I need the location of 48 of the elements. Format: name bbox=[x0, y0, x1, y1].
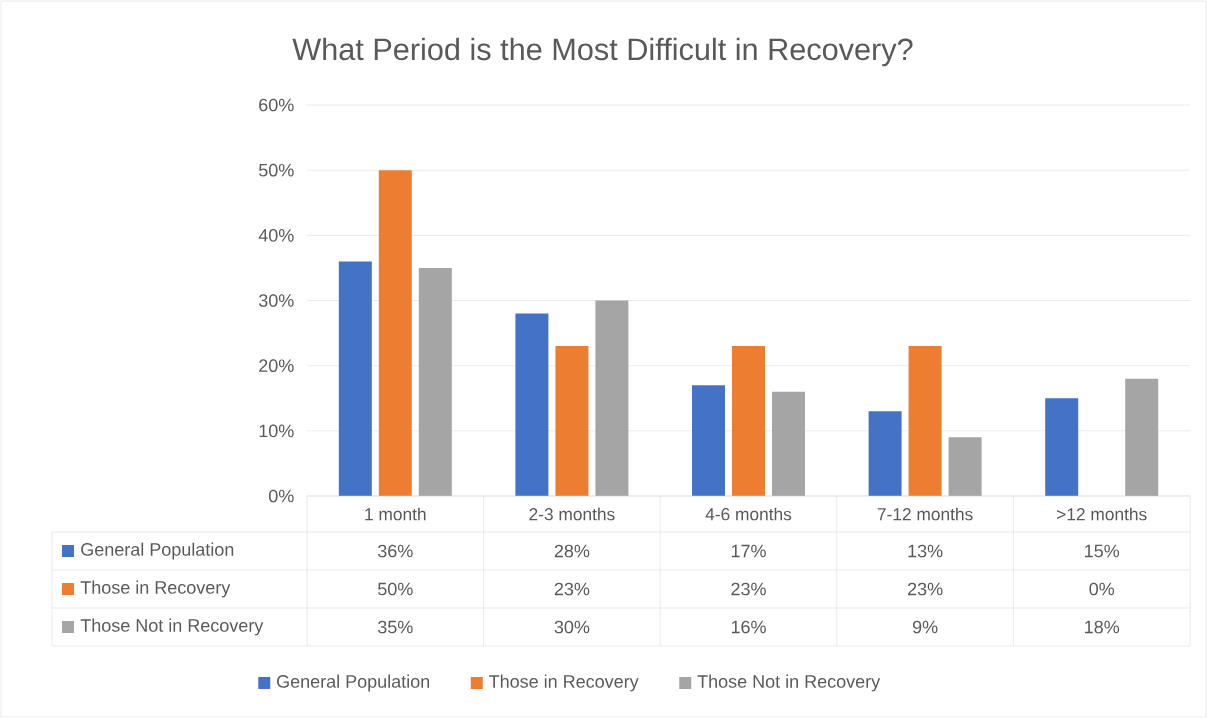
bar bbox=[418, 267, 452, 496]
legend-label: Those Not in Recovery bbox=[697, 674, 881, 692]
y-tick-label: 0% bbox=[268, 489, 294, 503]
x-tick-label: 2-3 months bbox=[529, 507, 615, 521]
x-tick-label: 4-6 months bbox=[705, 507, 792, 521]
data-label: 23% bbox=[731, 582, 766, 596]
x-tick-label: 1 month bbox=[365, 507, 426, 521]
bar bbox=[515, 313, 549, 496]
bar bbox=[948, 437, 982, 496]
data-label: 9% bbox=[912, 620, 938, 634]
bar bbox=[1125, 378, 1159, 496]
y-tick-label: 40% bbox=[258, 228, 294, 242]
text: Those in Recovery bbox=[489, 674, 639, 692]
data-label: 18% bbox=[1085, 620, 1120, 634]
data-label: 36% bbox=[377, 544, 413, 558]
legend-label: Those in Recovery bbox=[80, 580, 231, 598]
data-label: 28% bbox=[554, 544, 590, 558]
data-label: 35% bbox=[377, 620, 413, 634]
bar bbox=[595, 300, 629, 496]
data-label: 17% bbox=[731, 544, 766, 558]
y-tick-label: 50% bbox=[258, 163, 294, 177]
data-label: 23% bbox=[554, 582, 590, 596]
bar bbox=[692, 385, 725, 496]
x-tick-label: >12 months bbox=[1057, 507, 1147, 521]
y-tick-label: 10% bbox=[259, 424, 294, 438]
text: General Population bbox=[277, 674, 430, 692]
bar bbox=[555, 346, 589, 496]
y-tick-label: 60% bbox=[259, 98, 294, 112]
bar bbox=[1045, 398, 1079, 496]
text: Those Not in Recovery bbox=[80, 618, 264, 636]
data-label: 23% bbox=[908, 582, 943, 596]
bar bbox=[868, 411, 902, 496]
data-label: 0% bbox=[1089, 582, 1115, 596]
chart-title: What Period is the Most Difficult in Recovery? bbox=[292, 37, 913, 67]
y-tick-label: 30% bbox=[258, 294, 294, 307]
data-label: 50% bbox=[378, 582, 413, 596]
x-tick-label: 7-12 months bbox=[877, 507, 973, 521]
bar bbox=[378, 170, 412, 496]
bar bbox=[772, 391, 806, 496]
bar bbox=[732, 346, 766, 496]
data-label: 16% bbox=[731, 620, 766, 634]
data-label: 13% bbox=[908, 544, 943, 558]
bar bbox=[338, 261, 372, 496]
bar bbox=[908, 346, 942, 496]
y-tick-label: 20% bbox=[259, 359, 294, 373]
data-label: 30% bbox=[554, 620, 590, 634]
legend-label: General Population bbox=[81, 542, 234, 560]
data-label: 15% bbox=[1085, 544, 1120, 558]
